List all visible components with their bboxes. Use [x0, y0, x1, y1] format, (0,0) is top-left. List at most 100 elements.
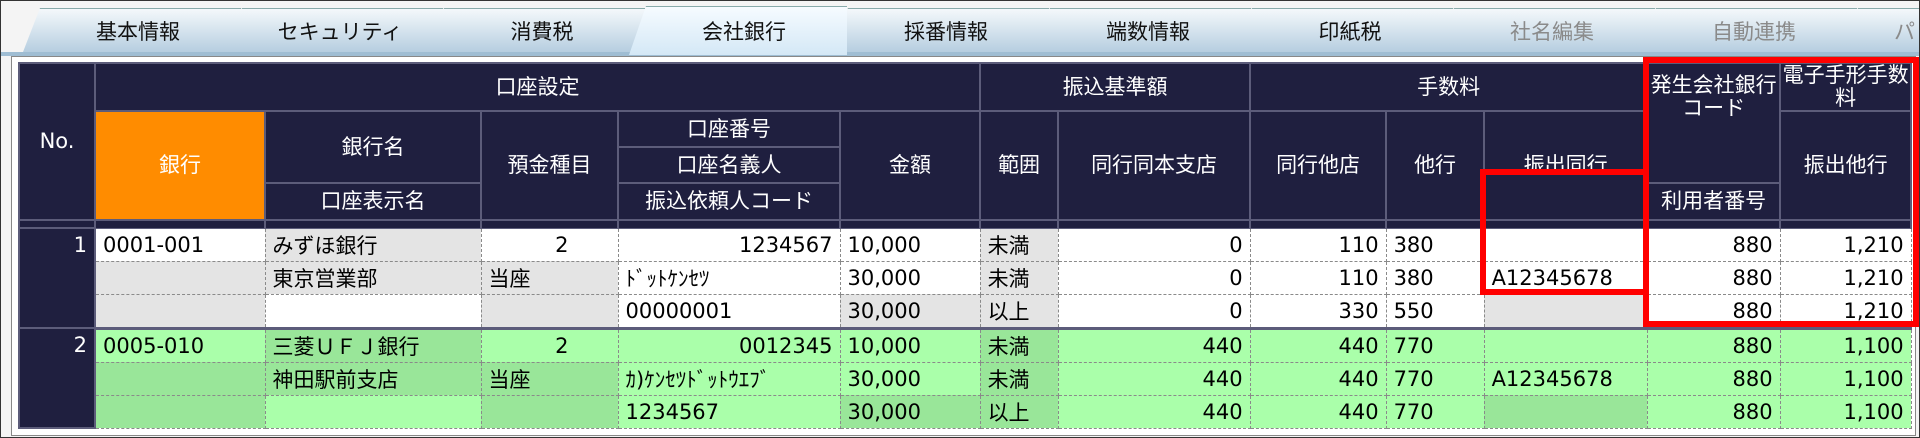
tab-security[interactable]: セキュリティ	[225, 8, 443, 52]
bank-code-cell-empty[interactable]	[94, 260, 266, 295]
e-fee-same-cell[interactable]: 880	[1646, 227, 1781, 262]
row-number: 2	[18, 327, 96, 430]
fee-same-branch-cell[interactable]: 440	[1057, 394, 1251, 429]
amount-cell[interactable]: 30,000	[839, 394, 981, 429]
e-fee-same-cell[interactable]: 880	[1646, 361, 1781, 396]
fee-same-branch-cell[interactable]: 440	[1057, 361, 1251, 396]
header-account-holder: 口座名義人	[617, 146, 841, 185]
fee-other-bank-cell[interactable]: 550	[1385, 293, 1485, 329]
e-fee-other-cell[interactable]: 1,210	[1779, 293, 1912, 329]
fee-same-branch-cell[interactable]: 0	[1057, 227, 1251, 262]
fee-other-bank-cell[interactable]: 770	[1385, 361, 1485, 396]
bank-grid-panel: No. 口座設定 振込基準額 手数料 発生会社銀行コード 電子手形手数料 銀行 …	[11, 56, 1916, 436]
tab-company-name-edit[interactable]: 社名編集	[1437, 8, 1655, 52]
bank-table: No. 口座設定 振込基準額 手数料 発生会社銀行コード 電子手形手数料 銀行 …	[18, 61, 1913, 430]
fee-other-branch-cell[interactable]: 110	[1249, 227, 1387, 262]
fee-other-bank-cell[interactable]: 380	[1385, 260, 1485, 295]
table-row[interactable]: 東京営業部 当座 ﾄﾞｯﾄｹﾝｾﾂ 30,000 未満 0 110 380 A1…	[19, 260, 1912, 295]
bank-name-cell[interactable]: みずほ銀行	[264, 227, 482, 262]
range-cell[interactable]: 以上	[979, 293, 1059, 329]
amount-cell[interactable]: 10,000	[839, 227, 981, 262]
account-display-name-cell[interactable]	[264, 394, 482, 429]
user-number-cell[interactable]: A12345678	[1483, 260, 1648, 295]
e-fee-same-cell[interactable]: 880	[1646, 394, 1781, 429]
deposit-type-code-cell[interactable]: 2	[480, 227, 619, 262]
user-number-cell[interactable]: A12345678	[1483, 361, 1648, 396]
deposit-type-cell[interactable]: 当座	[480, 361, 619, 396]
account-number-cell[interactable]: 1234567	[617, 227, 841, 262]
bank-code-cell[interactable]: 0001-001	[94, 227, 266, 262]
amount-cell[interactable]: 30,000	[839, 293, 981, 329]
fee-other-branch-cell[interactable]: 440	[1249, 394, 1387, 429]
tab-consumption-tax[interactable]: 消費税	[427, 8, 645, 52]
fee-other-branch-cell[interactable]: 440	[1249, 326, 1387, 363]
fee-other-branch-cell[interactable]: 330	[1249, 293, 1387, 329]
fee-other-bank-cell[interactable]: 770	[1385, 326, 1485, 363]
amount-cell[interactable]: 30,000	[839, 361, 981, 396]
account-holder-cell[interactable]: ｶ)ｹﾝｾﾂﾄﾞｯﾄｳｴﾌﾞ	[617, 361, 841, 396]
account-number-cell[interactable]: 0012345	[617, 326, 841, 363]
table-row[interactable]: 2 0005-010 三菱ＵＦＪ銀行 2 0012345 10,000 未満 4…	[18, 326, 1912, 430]
e-fee-same-cell[interactable]: 880	[1646, 260, 1781, 295]
tab-company-bank[interactable]: 会社銀行	[629, 6, 847, 55]
requester-code-cell[interactable]: 1234567	[617, 394, 841, 429]
tab-basic-info[interactable]: 基本情報	[23, 8, 241, 52]
bank-code-cell-empty[interactable]	[94, 394, 266, 429]
issuer-empty-cell[interactable]	[1483, 394, 1648, 429]
e-fee-other-cell[interactable]: 1,100	[1779, 394, 1912, 429]
header-bank-name: 銀行名	[264, 110, 482, 185]
e-fee-other-cell[interactable]: 1,100	[1779, 361, 1912, 396]
e-fee-other-cell[interactable]: 1,210	[1779, 227, 1912, 262]
bank-code-cell[interactable]: 0005-010	[94, 326, 266, 363]
issuer-bank-code-cell[interactable]	[1483, 326, 1648, 363]
deposit-type-cell[interactable]: 当座	[480, 260, 619, 295]
e-fee-other-cell[interactable]: 1,100	[1779, 326, 1912, 363]
table-row[interactable]: 1 0001-001 みずほ銀行 2 1234567 10,000 未満 0 1…	[18, 227, 1912, 330]
issuer-bank-code-cell[interactable]	[1483, 227, 1648, 262]
fee-other-branch-cell[interactable]: 110	[1249, 260, 1387, 295]
tab-auto-link[interactable]: 自動連携	[1639, 8, 1857, 52]
amount-cell[interactable]: 30,000	[839, 260, 981, 295]
header-range: 範囲	[979, 110, 1060, 222]
table-row[interactable]: 1234567 30,000 以上 440 440 770 880 1,100	[19, 394, 1912, 429]
tab-numbering[interactable]: 採番情報	[831, 8, 1049, 52]
deposit-type-cell-empty[interactable]	[480, 394, 619, 429]
account-holder-cell[interactable]: ﾄﾞｯﾄｹﾝｾﾂ	[617, 260, 841, 295]
range-cell[interactable]: 未満	[979, 227, 1059, 262]
range-cell[interactable]: 未満	[979, 361, 1059, 396]
e-fee-same-cell[interactable]: 880	[1646, 326, 1781, 363]
header-account-settings: 口座設定	[93, 61, 982, 113]
header-transfer-requester-code: 振込依頼人コード	[617, 182, 841, 222]
fee-other-branch-cell[interactable]: 440	[1249, 361, 1387, 396]
bank-code-cell-empty[interactable]	[94, 361, 266, 396]
bank-code-cell-empty[interactable]	[94, 293, 266, 329]
bank-name-cell[interactable]: 三菱ＵＦＪ銀行	[264, 326, 482, 363]
fee-other-bank-cell[interactable]: 380	[1385, 227, 1485, 262]
e-fee-other-cell[interactable]: 1,210	[1779, 260, 1912, 295]
fee-same-branch-cell[interactable]: 0	[1057, 293, 1251, 329]
account-display-name-cell[interactable]	[264, 293, 482, 329]
tab-stamp-tax[interactable]: 印紙税	[1235, 8, 1453, 52]
issuer-empty-cell[interactable]	[1483, 293, 1648, 329]
deposit-type-cell-empty[interactable]	[480, 293, 619, 329]
header-same-bank-other-branch: 同行他店	[1249, 110, 1388, 222]
table-row[interactable]: 00000001 30,000 以上 0 330 550 880 1,210	[19, 293, 1912, 329]
header-account-display-name: 口座表示名	[264, 182, 482, 222]
header-bank[interactable]: 銀行	[94, 110, 266, 222]
tab-rounding[interactable]: 端数情報	[1033, 8, 1251, 52]
branch-name-cell[interactable]: 神田駅前支店	[264, 361, 482, 396]
branch-name-cell[interactable]: 東京営業部	[264, 260, 482, 295]
range-cell[interactable]: 未満	[979, 326, 1059, 363]
fee-same-branch-cell[interactable]: 440	[1057, 326, 1251, 363]
range-cell[interactable]: 未満	[979, 260, 1059, 295]
table-row[interactable]: 神田駅前支店 当座 ｶ)ｹﾝｾﾂﾄﾞｯﾄｳｴﾌﾞ 30,000 未満 440 4…	[19, 361, 1912, 396]
range-cell[interactable]: 以上	[979, 394, 1059, 429]
fee-same-branch-cell[interactable]: 0	[1057, 260, 1251, 295]
fee-other-bank-cell[interactable]: 770	[1385, 394, 1485, 429]
e-fee-same-cell[interactable]: 880	[1646, 293, 1781, 329]
amount-cell[interactable]: 10,000	[839, 326, 981, 363]
header-amount: 金額	[838, 110, 982, 222]
deposit-type-code-cell[interactable]: 2	[480, 326, 619, 363]
requester-code-cell[interactable]: 00000001	[617, 293, 841, 329]
